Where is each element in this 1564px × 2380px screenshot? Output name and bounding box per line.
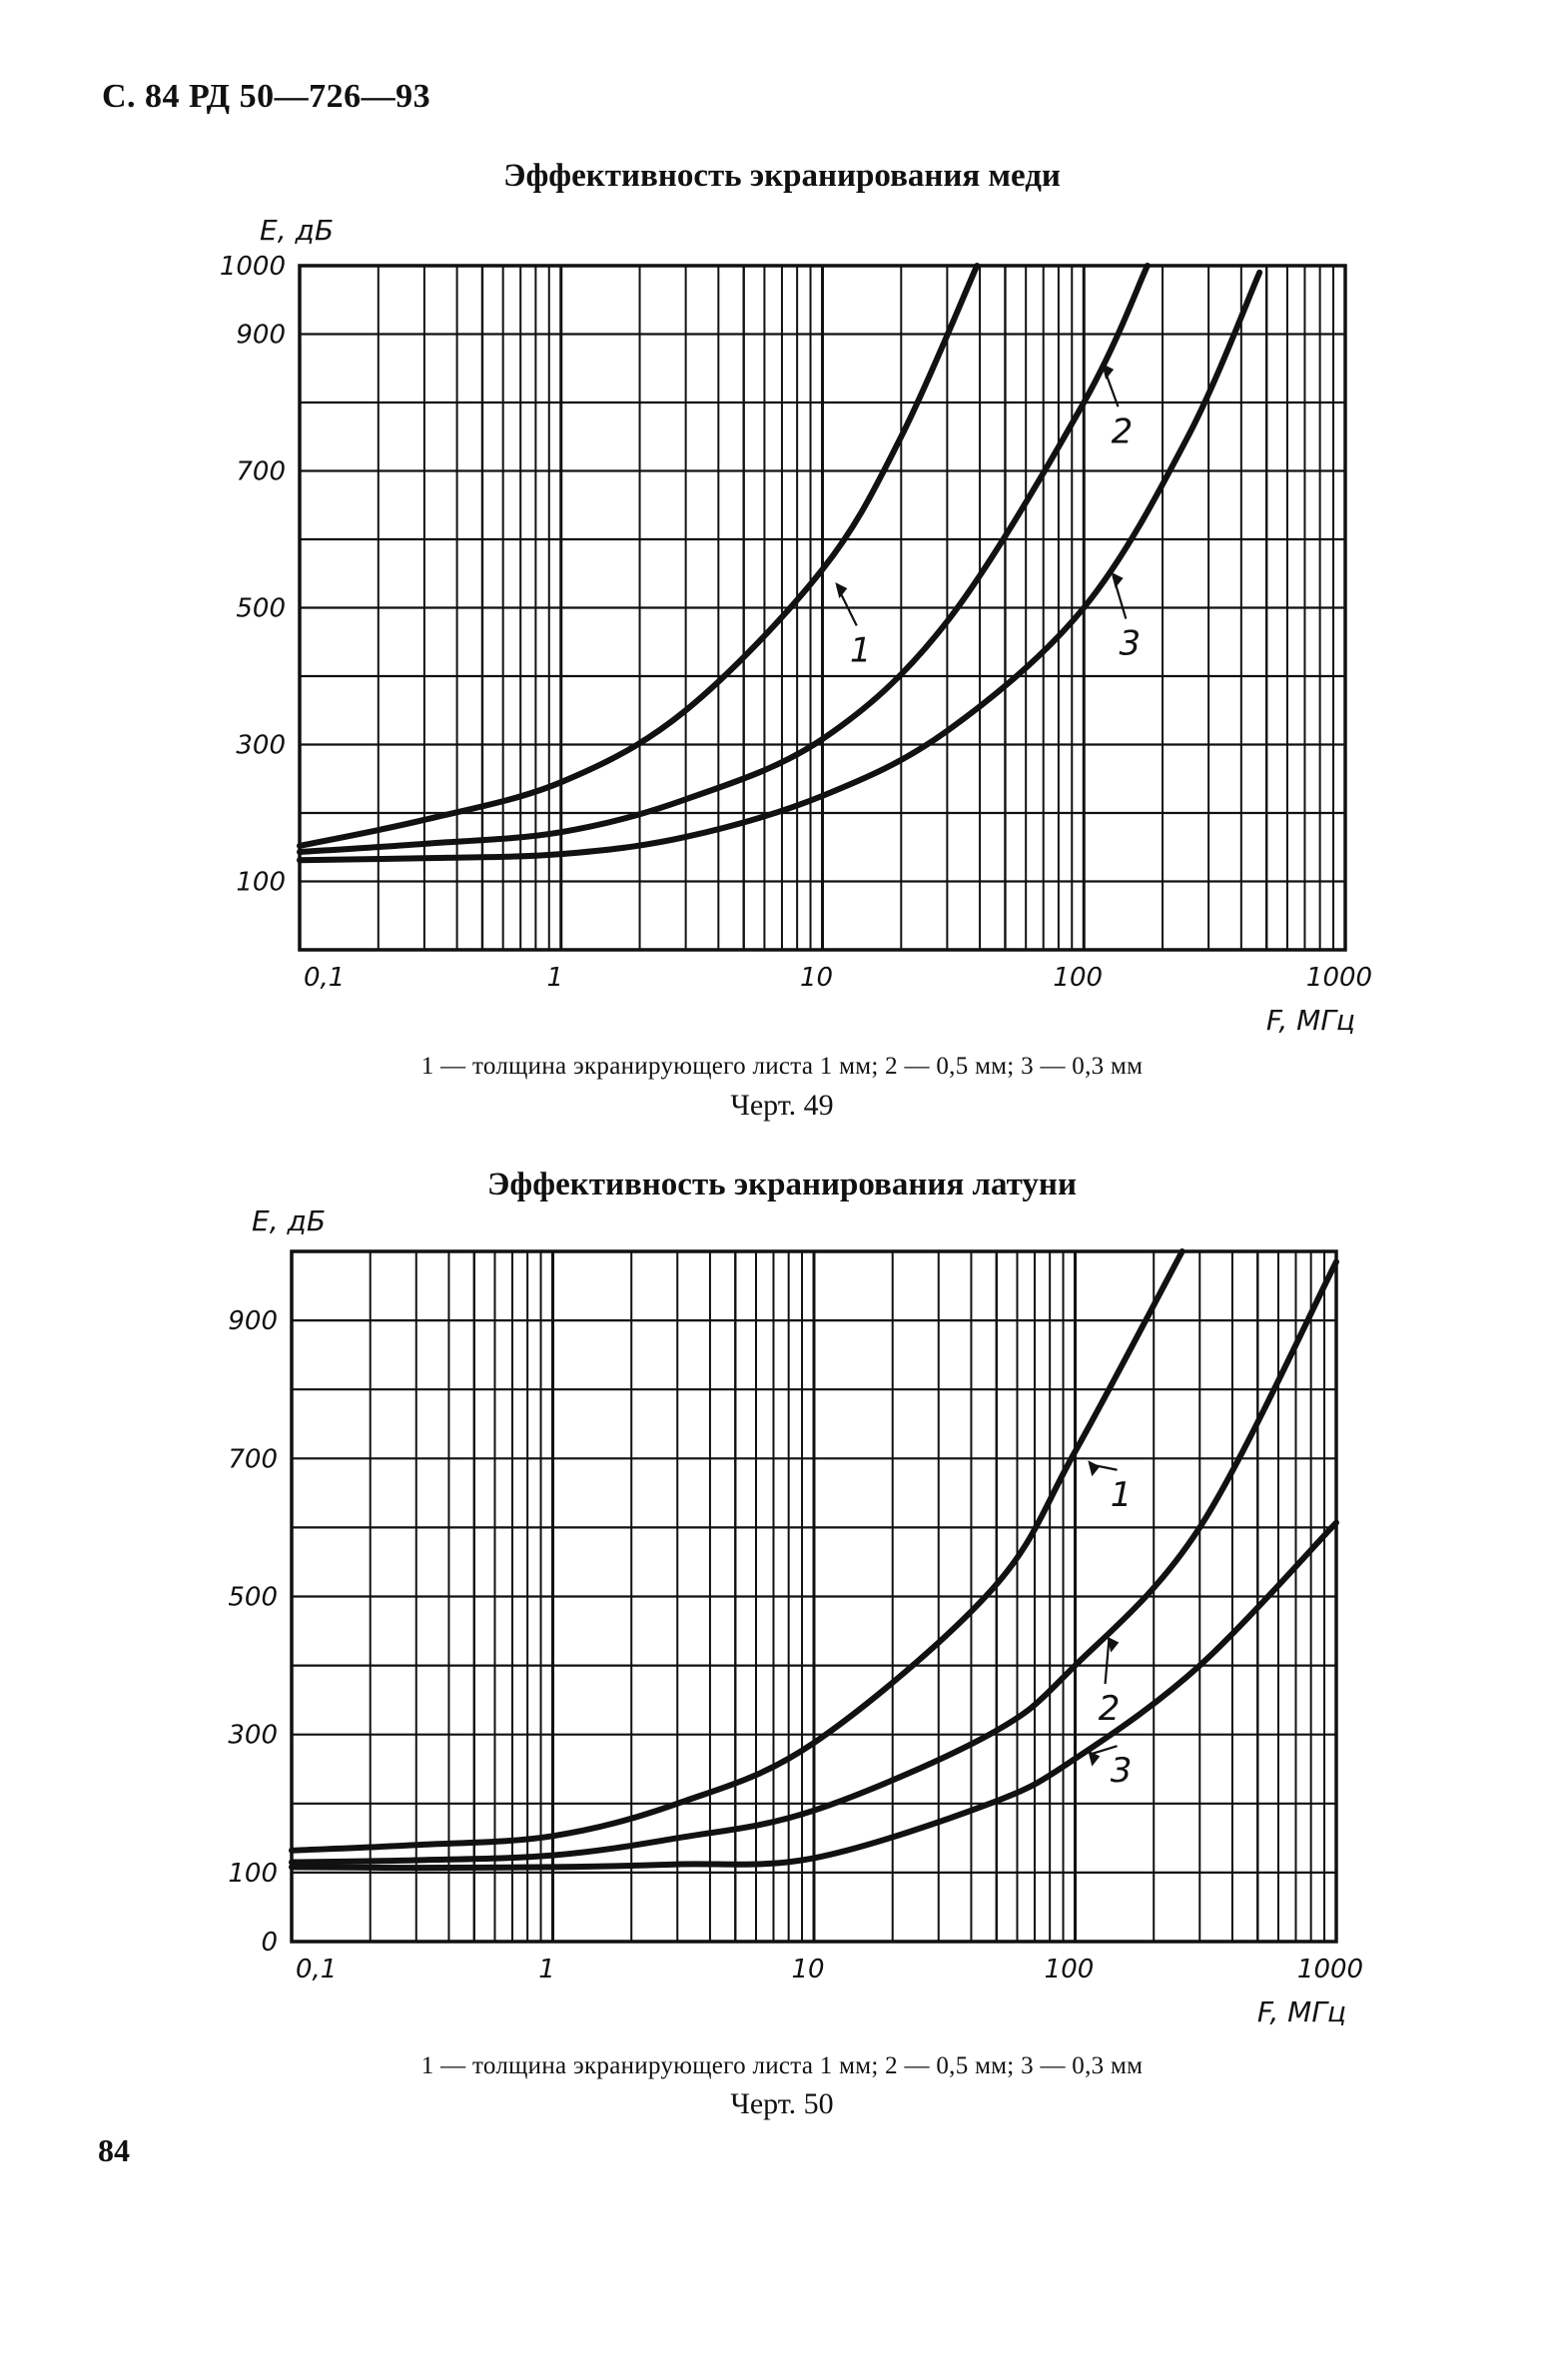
y-tick-label: 100 xyxy=(236,868,286,898)
brass-shielding-chart: 0 100 300 500 700 900 E, дБ 0,1 1 10 100 1000 F, МГц… xyxy=(228,1204,1363,2028)
y-axis-title: E, дБ xyxy=(260,214,334,247)
arrowhead-icon xyxy=(835,582,848,599)
leader-line xyxy=(1090,1745,1118,1756)
leader-line xyxy=(1104,1640,1111,1685)
x-tick-label: 1 xyxy=(538,1955,555,1984)
y-tick-label: 0 xyxy=(261,1928,278,1958)
x-tick-label: 100 xyxy=(1053,963,1103,993)
arrowhead-icon xyxy=(1088,1460,1101,1477)
series-curve-2 xyxy=(297,263,1151,856)
y-tick-label: 100 xyxy=(228,1859,278,1889)
y-tick-label: 700 xyxy=(228,1444,278,1474)
y-tick-label: 1000 xyxy=(220,252,286,282)
y-tick-label: 900 xyxy=(236,321,286,351)
copper-shielding-chart: 100 300 500 700 900 1000 E, дБ 0,1 1 10 100 1000 F, … xyxy=(220,214,1372,1037)
series-curve-1 xyxy=(297,263,981,849)
document-header: С. 84 РД 50—726—93 xyxy=(102,78,431,115)
x-tick-label: 1000 xyxy=(1297,1955,1363,1984)
x-axis-title: F, МГц xyxy=(1266,1004,1355,1037)
figure-49-title: Эффективность экранирования меди xyxy=(503,158,1061,194)
arrowhead-icon xyxy=(1088,1750,1101,1767)
figure-49-caption: Черт. 49 xyxy=(730,1089,834,1122)
figure-50-legend: 1 — толщина экранирующего листа 1 мм; 2 … xyxy=(420,2052,1144,2079)
series-curve-2 xyxy=(289,1258,1339,1866)
figure-49-legend: 1 — толщина экранирующего листа 1 мм; 2 … xyxy=(420,1053,1144,1080)
x-tick-label: 0,1 xyxy=(296,1955,337,1984)
curve-label: 2 xyxy=(1112,411,1134,451)
figure-50-title: Эффективность экранирования латуни xyxy=(487,1167,1077,1202)
y-tick-label: 500 xyxy=(236,594,286,624)
y-tick-label: 700 xyxy=(236,457,286,487)
curve-label: 1 xyxy=(1111,1475,1133,1515)
x-tick-label: 1000 xyxy=(1306,963,1372,993)
y-axis-title: E, дБ xyxy=(252,1204,326,1237)
curve-label: 1 xyxy=(850,630,872,670)
x-tick-label: 1 xyxy=(546,963,563,993)
x-tick-label: 100 xyxy=(1045,1955,1095,1984)
x-axis-title: F, МГц xyxy=(1257,1995,1346,2028)
x-tick-label: 10 xyxy=(800,963,833,993)
x-tick-label: 0,1 xyxy=(304,963,345,993)
figure-50-caption: Черт. 50 xyxy=(730,2087,834,2120)
grid xyxy=(290,1249,1336,1944)
series-curve-3 xyxy=(289,1519,1339,1872)
plot-frame xyxy=(290,1249,1338,1944)
y-tick-label: 300 xyxy=(228,1721,278,1751)
y-tick-label: 900 xyxy=(228,1306,278,1336)
x-tick-label: 10 xyxy=(791,1955,824,1984)
curve-label: 2 xyxy=(1099,1689,1121,1729)
series-curve-1 xyxy=(289,1248,1185,1854)
arrowhead-icon xyxy=(1111,571,1124,588)
curve-label: 3 xyxy=(1120,624,1142,664)
y-tick-label: 500 xyxy=(228,1583,278,1613)
page-number: 84 xyxy=(98,2132,130,2168)
plot-frame xyxy=(298,264,1347,952)
y-tick-label: 300 xyxy=(236,731,286,761)
series-curve-3 xyxy=(297,269,1263,864)
arrowhead-icon xyxy=(1107,1636,1120,1653)
curve-label: 3 xyxy=(1111,1751,1133,1791)
arrowhead-icon xyxy=(1102,363,1115,380)
